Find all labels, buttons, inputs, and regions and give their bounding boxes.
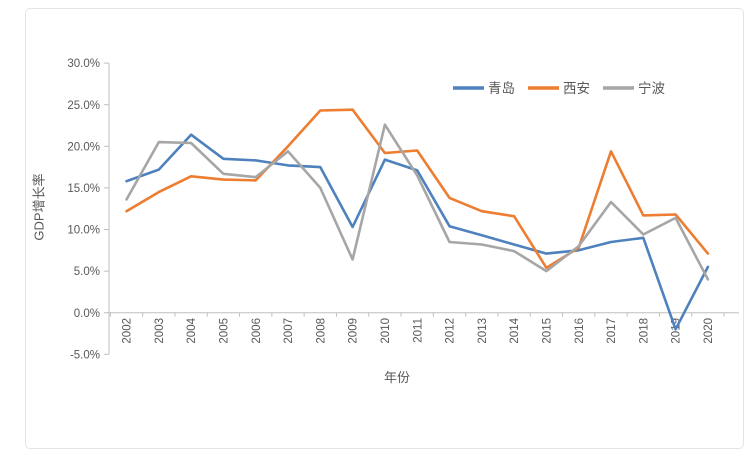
gdp-growth-line-chart: 30.0% 25.0% 20.0% 15.0% 10.0% 5.0% 0.0% -5.0% 20… (32, 58, 739, 385)
x-tick-label: 2007 (283, 318, 295, 344)
legend-item-xian: 西安 (528, 81, 590, 96)
chart-card: 30.0% 25.0% 20.0% 15.0% 10.0% 5.0% 0.0% -5.0% 20… (25, 8, 744, 449)
y-tick-label: 30.0% (67, 58, 100, 70)
legend: 青岛 西安 宁波 (453, 80, 666, 96)
x-tick-label: 2012 (445, 318, 457, 344)
x-tick-label: 2008 (315, 318, 327, 344)
series-line-青岛 (125, 133, 710, 331)
x-tick-label: 2014 (509, 317, 521, 343)
y-tick-label: 0.0% (74, 308, 100, 320)
x-tick-label: 2016 (574, 318, 586, 344)
x-tick-label: 2003 (154, 318, 166, 344)
legend-item-ningbo: 宁波 (603, 80, 666, 96)
y-axis-title: GDP增长率 (32, 173, 47, 240)
series-line-宁波 (125, 123, 710, 281)
legend-label-ningbo: 宁波 (638, 80, 666, 96)
x-tick-label: 2020 (703, 318, 715, 344)
legend-label-qingdao: 青岛 (488, 81, 515, 96)
x-axis-title: 年份 (384, 370, 410, 385)
x-tick-label: 2011 (412, 318, 424, 343)
x-tick-label: 2005 (219, 318, 231, 344)
y-tick-label: 5.0% (74, 266, 100, 278)
series-line-西安 (125, 108, 710, 270)
x-tick-label: 2015 (542, 318, 554, 344)
x-tick-label: 2006 (251, 318, 263, 344)
y-tick-label: -5.0% (70, 349, 100, 361)
x-tick-label: 2009 (348, 318, 360, 344)
y-tick-label: 25.0% (67, 100, 100, 112)
y-tick-label: 10.0% (67, 225, 100, 237)
x-tick-label: 2010 (380, 318, 392, 344)
axes-layer: 30.0% 25.0% 20.0% 15.0% 10.0% 5.0% 0.0% -5.0% 20… (67, 58, 739, 361)
series-layer (125, 108, 710, 331)
x-tick-label: 2017 (606, 318, 618, 344)
x-tick-label: 2018 (638, 318, 650, 344)
legend-item-qingdao: 青岛 (453, 81, 515, 96)
x-tick-label: 2002 (122, 318, 134, 344)
y-tick-label: 20.0% (67, 141, 100, 153)
legend-label-xian: 西安 (563, 81, 590, 96)
x-tick-label: 2004 (186, 317, 198, 343)
x-tick-label: 2013 (477, 318, 489, 344)
y-tick-label: 15.0% (67, 183, 100, 195)
